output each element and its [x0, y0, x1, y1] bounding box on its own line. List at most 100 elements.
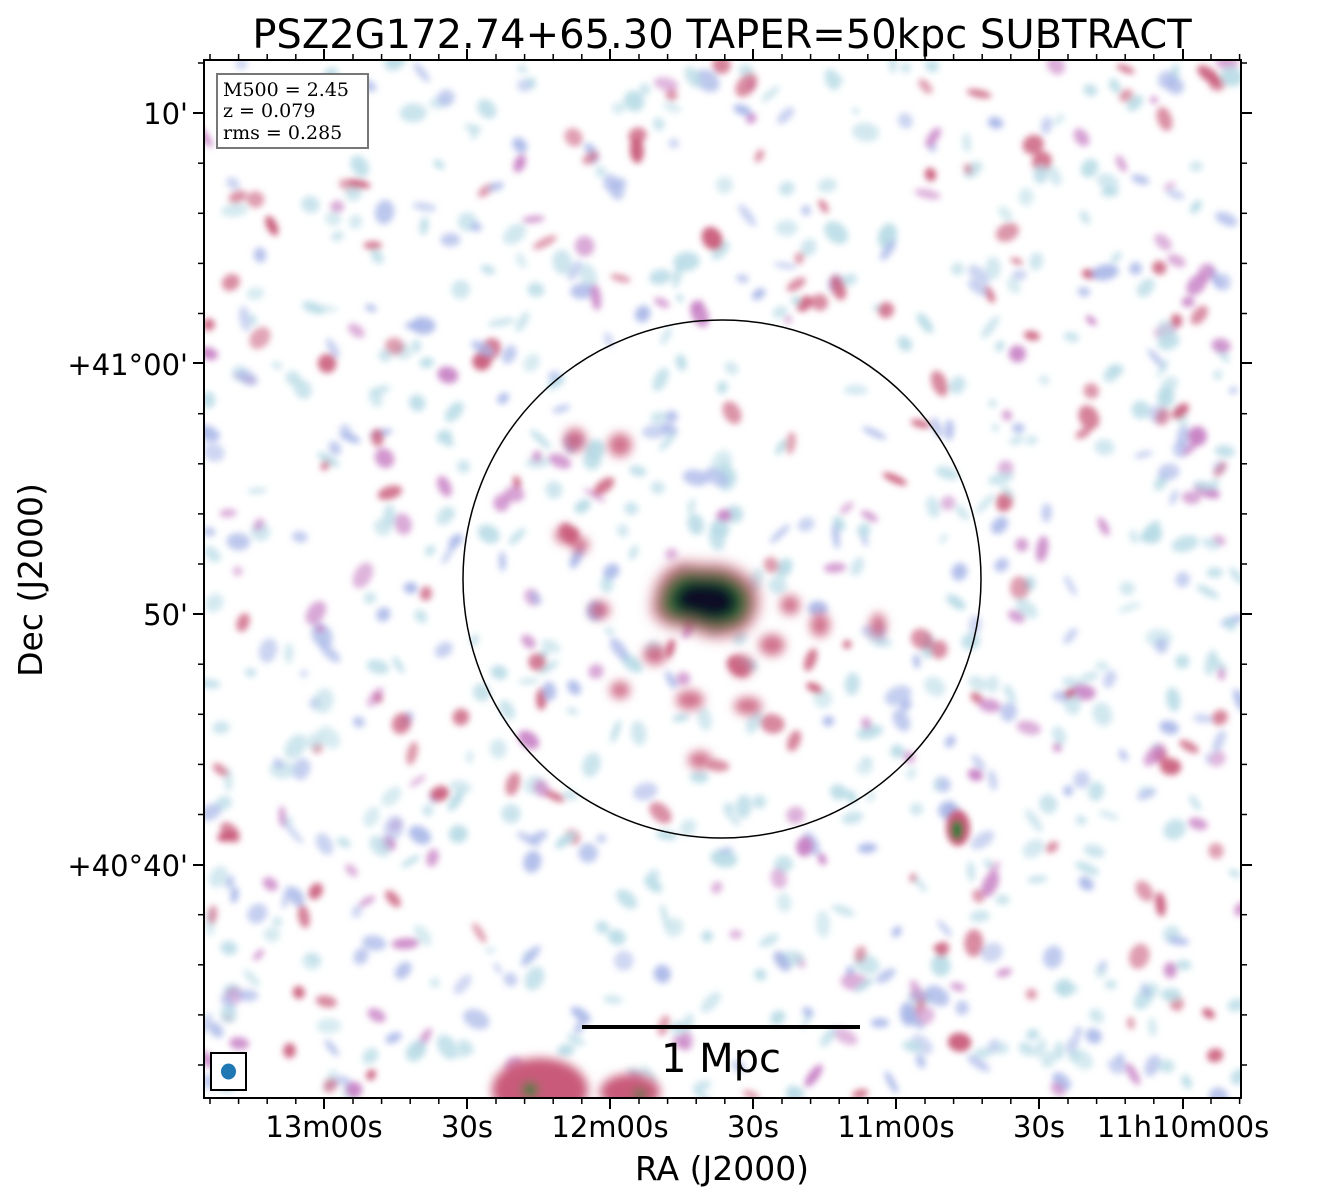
noise-blob [412, 339, 422, 353]
noise-blob [315, 624, 325, 633]
noise-blob [641, 424, 668, 439]
noise-blob [665, 639, 676, 658]
noise-blob [347, 323, 365, 338]
noise-blob [472, 351, 492, 371]
noise-blob [226, 177, 240, 190]
noise-blob [352, 562, 374, 589]
noise-blob [513, 154, 526, 173]
r500-circle [462, 319, 982, 839]
noise-blob [324, 1039, 339, 1057]
noise-blob [204, 443, 225, 462]
noise-blob [217, 831, 237, 842]
noise-blob [1202, 1008, 1215, 1019]
noise-blob [882, 472, 907, 486]
noise-blob [784, 315, 793, 325]
noise-blob [761, 86, 780, 103]
noise-blob [889, 60, 897, 74]
noise-blob [1160, 376, 1178, 394]
noise-blob [1189, 161, 1203, 172]
noise-blob [488, 181, 504, 192]
info-box: M500 = 2.45 z = 0.079 rms = 0.285 [216, 73, 369, 149]
noise-blob [294, 379, 312, 400]
noise-blob [1166, 687, 1181, 712]
noise-blob [926, 496, 940, 519]
noise-blob [898, 113, 913, 129]
noise-blob [820, 1026, 837, 1048]
noise-blob [1033, 164, 1048, 184]
noise-blob [1022, 134, 1044, 155]
noise-blob [855, 762, 873, 775]
noise-blob [1039, 794, 1058, 814]
noise-blob [785, 431, 796, 455]
image-area [204, 60, 1241, 1098]
noise-blob [567, 260, 582, 281]
noise-blob [1215, 211, 1238, 227]
noise-blob [523, 353, 540, 372]
noise-blob [1160, 988, 1181, 1002]
bottom-source [492, 1058, 660, 1098]
noise-blob [877, 302, 895, 319]
noise-blob [596, 834, 607, 843]
noise-blob [1167, 936, 1190, 946]
halo-blob [870, 613, 886, 637]
noise-blob [971, 754, 986, 771]
noise-blob [1135, 880, 1154, 902]
noise-blob [236, 613, 250, 632]
noise-blob [328, 440, 342, 456]
noise-blob [317, 353, 337, 374]
noise-blob [951, 562, 968, 581]
noise-blob [668, 138, 679, 149]
noise-blob [776, 892, 792, 913]
noise-blob [262, 877, 278, 891]
noise-blob [220, 1005, 237, 1023]
noise-blob [1016, 720, 1041, 735]
noise-blob [633, 782, 658, 801]
noise-blob [230, 886, 239, 904]
noise-blob [1118, 602, 1141, 613]
noise-blob [1169, 489, 1179, 505]
noise-blob [408, 394, 426, 412]
noise-blob [966, 861, 976, 882]
x-tick-label: 30s [727, 1110, 779, 1144]
noise-blob [1035, 535, 1049, 563]
noise-blob [735, 274, 750, 284]
noise-blob [489, 738, 507, 759]
noise-blob [925, 985, 950, 1007]
beam-indicator [210, 1052, 247, 1091]
noise-blob [802, 1006, 814, 1018]
noise-blob [1083, 383, 1100, 399]
noise-blob [1189, 200, 1202, 214]
noise-blob [1118, 749, 1128, 762]
noise-blob [925, 60, 940, 73]
noise-blob [570, 1006, 591, 1023]
noise-blob [574, 499, 591, 514]
noise-blob [419, 586, 433, 601]
noise-blob [1075, 815, 1087, 826]
noise-blob [662, 102, 682, 113]
noise-blob [228, 190, 247, 204]
noise-blob [212, 763, 229, 777]
noise-blob [490, 665, 508, 680]
noise-blob [679, 818, 697, 837]
noise-blob [815, 910, 831, 938]
noise-blob [1077, 286, 1091, 297]
noise-blob [652, 367, 669, 392]
noise-blob [1097, 517, 1110, 536]
noise-blob [237, 369, 258, 387]
noise-blob [970, 691, 983, 704]
noise-blob [209, 866, 228, 888]
noise-blob [808, 600, 828, 617]
noise-blob [806, 682, 823, 694]
noise-blob [1197, 65, 1221, 85]
noise-blob [466, 750, 473, 764]
noise-blob [916, 1006, 935, 1025]
noise-blob [515, 311, 530, 333]
noise-blob [204, 425, 220, 442]
noise-blob [498, 551, 506, 572]
noise-blob [1206, 567, 1223, 578]
noise-blob [517, 79, 531, 92]
noise-blob [1008, 345, 1027, 363]
halo-outer [555, 428, 886, 769]
noise-blob [419, 216, 429, 236]
noise-blob [529, 591, 542, 606]
